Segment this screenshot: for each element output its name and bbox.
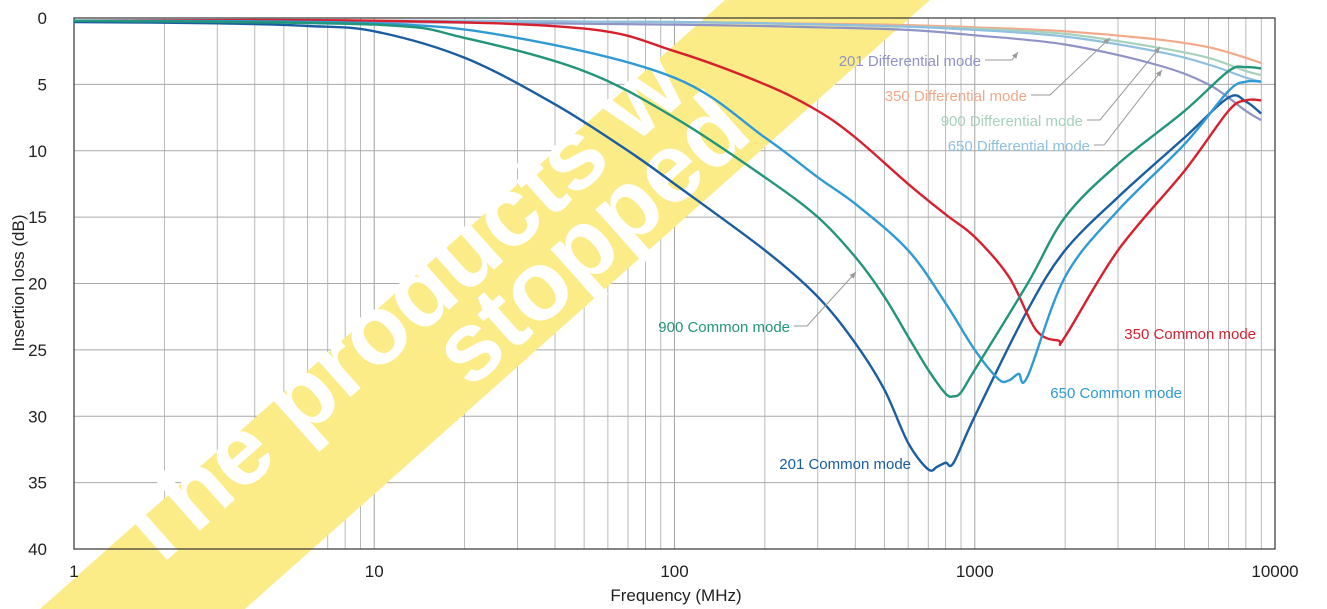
leader-arrowhead bbox=[1103, 38, 1110, 45]
series-lines bbox=[73, 18, 1263, 472]
y-tick-label: 40 bbox=[28, 540, 47, 559]
series-label-900-differential-mode: 900 Differential mode bbox=[941, 113, 1083, 130]
plot-frame bbox=[73, 17, 1276, 550]
leader-arrowhead bbox=[1153, 47, 1160, 54]
watermark-band bbox=[40, 0, 930, 609]
y-axis-title: Insertion loss (dB) bbox=[9, 215, 28, 352]
leader-arrowhead bbox=[1012, 52, 1018, 59]
leader-line bbox=[1094, 69, 1163, 146]
y-tick-label: 35 bbox=[28, 474, 47, 493]
watermark: The products w stopped bbox=[40, 0, 930, 609]
series-line-900-common-mode bbox=[73, 19, 1262, 398]
series-label-350-differential-mode: 350 Differential mode bbox=[885, 88, 1027, 105]
y-tick-label: 25 bbox=[28, 341, 47, 360]
series-label-650-differential-mode: 650 Differential mode bbox=[948, 138, 1090, 155]
series-labels: 201 Differential mode 350 Differential mo… bbox=[658, 53, 1256, 473]
series-label-650-common-mode: 650 Common mode bbox=[1050, 385, 1182, 402]
x-tick-labels: 1 10 100 1000 10000 bbox=[69, 562, 1298, 581]
x-tick-label: 100 bbox=[660, 562, 688, 581]
leader-lines bbox=[794, 37, 1163, 327]
plot-border bbox=[73, 17, 1276, 550]
series-label-350-common-mode: 350 Common mode bbox=[1124, 326, 1256, 343]
x-axis-title: Frequency (MHz) bbox=[610, 586, 741, 605]
y-tick-labels: 0 5 10 15 20 25 30 35 40 bbox=[28, 9, 47, 559]
leader-line bbox=[1087, 46, 1161, 121]
x-tick-label: 1 bbox=[69, 562, 78, 581]
y-tick-label: 15 bbox=[28, 208, 47, 227]
series-label-201-common-mode: 201 Common mode bbox=[779, 456, 911, 473]
y-tick-label: 5 bbox=[38, 75, 47, 94]
x-tick-label: 10 bbox=[365, 562, 384, 581]
watermark-line-1: The products w bbox=[91, 27, 706, 591]
leader-arrowhead bbox=[1155, 70, 1162, 77]
series-line-650-common-mode bbox=[73, 19, 1262, 384]
series-line-201-common-mode bbox=[73, 20, 1263, 472]
series-label-201-differential-mode: 201 Differential mode bbox=[839, 53, 981, 70]
series-label-900-common-mode: 900 Common mode bbox=[658, 319, 790, 336]
x-tick-label: 1000 bbox=[956, 562, 994, 581]
leader-arrowhead bbox=[849, 272, 856, 279]
leader-line bbox=[1031, 37, 1111, 96]
y-tick-label: 20 bbox=[28, 275, 47, 294]
y-tick-label: 0 bbox=[38, 9, 47, 28]
x-tick-label: 10000 bbox=[1251, 562, 1298, 581]
series-line-350-common-mode bbox=[73, 18, 1262, 346]
y-tick-label: 10 bbox=[28, 142, 47, 161]
y-tick-label: 30 bbox=[28, 407, 47, 426]
leader-line bbox=[794, 271, 857, 327]
